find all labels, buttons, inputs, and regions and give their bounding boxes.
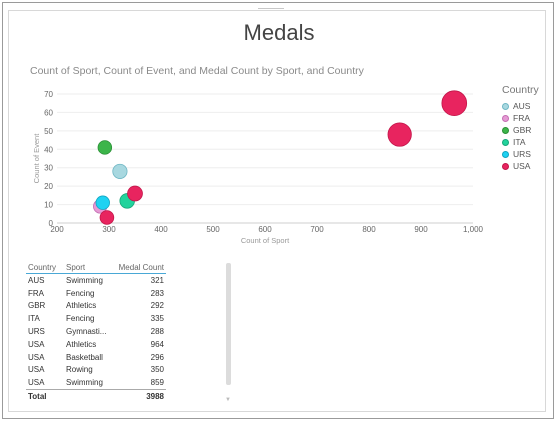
cell-country: USA (28, 365, 45, 375)
cell-country: USA (28, 378, 45, 388)
cell-medal-count: 335 (150, 314, 164, 324)
y-axis-title: Count of Event (32, 133, 41, 184)
x-tick-label: 300 (102, 225, 116, 234)
column-header-sport[interactable]: Sport (64, 261, 114, 274)
x-tick-label: 400 (154, 225, 168, 234)
cell-sport: Rowing (66, 365, 93, 375)
legend-item-fra[interactable]: FRA (502, 112, 539, 124)
canvas-handle[interactable] (258, 2, 284, 9)
cell-country: GBR (28, 301, 46, 311)
x-tick-label: 200 (50, 225, 64, 234)
bubble-usa[interactable] (127, 185, 143, 202)
table-row[interactable]: USA Swimming 859 (26, 376, 166, 389)
cell-sport: Fencing (66, 288, 95, 298)
legend-swatch (502, 126, 509, 134)
table-row[interactable]: AUS Swimming 321 (26, 274, 166, 287)
legend-swatch (502, 150, 509, 158)
x-tick-label: 900 (414, 225, 428, 234)
cell-medal-count: 350 (150, 365, 164, 375)
legend-item-gbr[interactable]: GBR (502, 124, 539, 136)
x-tick-label: 700 (310, 225, 324, 234)
legend-label: GBR (513, 125, 532, 135)
legend-swatch (502, 162, 509, 170)
cell-sport: Fencing (66, 314, 95, 324)
table-row[interactable]: USA Athletics 964 (26, 338, 166, 351)
page-title: Medals (243, 20, 315, 45)
x-tick-label: 500 (206, 225, 220, 234)
cell-medal-count: 296 (150, 352, 164, 362)
table-row[interactable]: USA Rowing 350 (26, 364, 166, 377)
cell-medal-count: 321 (150, 275, 164, 285)
bubble-gbr[interactable] (97, 140, 113, 155)
cell-country: USA (28, 352, 45, 362)
cell-medal-count: 283 (150, 288, 164, 298)
cell-medal-count: 292 (150, 301, 164, 311)
legend-swatch (502, 102, 509, 110)
y-tick-label: 60 (44, 108, 53, 117)
legend-title: Country (502, 84, 539, 96)
x-tick-label: 1,000 (463, 225, 484, 234)
table-total-row: Total 3988 (26, 389, 166, 403)
x-axis-title: Count of Sport (241, 236, 290, 245)
x-tick-label: 600 (258, 225, 272, 234)
legend-label: USA (513, 161, 531, 171)
medals-table: Country Sport Medal Count AUS Swimming 321… (26, 261, 166, 403)
y-tick-label: 40 (44, 145, 53, 154)
table-row[interactable]: URS Gymnasti... 288 (26, 325, 166, 338)
cell-sport: Swimming (66, 378, 103, 388)
table-row[interactable]: ITA Fencing 335 (26, 312, 166, 325)
y-tick-label: 30 (44, 164, 53, 173)
cell-sport: Athletics (66, 301, 97, 311)
cell-sport: Gymnasti... (66, 327, 107, 337)
legend-label: ITA (513, 137, 526, 147)
legend-label: URS (513, 149, 531, 159)
bubble-aus[interactable] (112, 163, 128, 179)
legend-item-ita[interactable]: ITA (502, 136, 539, 148)
legend-item-usa[interactable]: USA (502, 160, 539, 172)
bubble-usa[interactable] (387, 122, 412, 147)
cell-country: URS (28, 327, 45, 337)
legend-swatch (502, 114, 509, 122)
cell-medal-count: 859 (150, 378, 164, 388)
chart-title: Count of Sport, Count of Event, and Meda… (30, 65, 364, 77)
y-tick-label: 20 (44, 182, 53, 191)
cell-medal-count: 964 (150, 339, 164, 349)
table-scrollbar[interactable] (226, 263, 231, 385)
cell-sport: Athletics (66, 339, 97, 349)
cell-country: USA (28, 339, 45, 349)
table-row[interactable]: USA Basketball 296 (26, 351, 166, 364)
legend-label: FRA (513, 113, 530, 123)
cell-country: ITA (28, 314, 40, 324)
column-header-country[interactable]: Country (26, 261, 64, 274)
legend-label: AUS (513, 101, 531, 111)
y-tick-label: 0 (49, 219, 54, 228)
table-row[interactable]: FRA Fencing 283 (26, 287, 166, 300)
cell-sport: Swimming (66, 275, 103, 285)
legend-swatch (502, 138, 509, 146)
column-header-medal-count[interactable]: Medal Count (114, 261, 166, 274)
table-row[interactable]: GBR Athletics 292 (26, 300, 166, 313)
total-label: Total (26, 389, 64, 403)
bubble-usa[interactable] (99, 210, 115, 225)
total-value: 3988 (114, 389, 166, 403)
chart-legend: Country AUS FRA GBR ITA URS USA (502, 84, 539, 172)
y-tick-label: 50 (44, 127, 53, 136)
y-tick-label: 70 (44, 90, 53, 99)
cell-country: AUS (28, 275, 45, 285)
legend-item-urs[interactable]: URS (502, 148, 539, 160)
bubble-urs[interactable] (95, 195, 110, 210)
cell-medal-count: 288 (150, 327, 164, 337)
x-tick-label: 800 (362, 225, 376, 234)
table-header-row: Country Sport Medal Count (26, 261, 166, 274)
legend-item-aus[interactable]: AUS (502, 100, 539, 112)
scroll-down-icon[interactable]: ▼ (225, 397, 231, 403)
y-tick-label: 10 (44, 201, 53, 210)
cell-country: FRA (28, 288, 44, 298)
bubble-usa[interactable] (441, 90, 468, 117)
cell-sport: Basketball (66, 352, 103, 362)
